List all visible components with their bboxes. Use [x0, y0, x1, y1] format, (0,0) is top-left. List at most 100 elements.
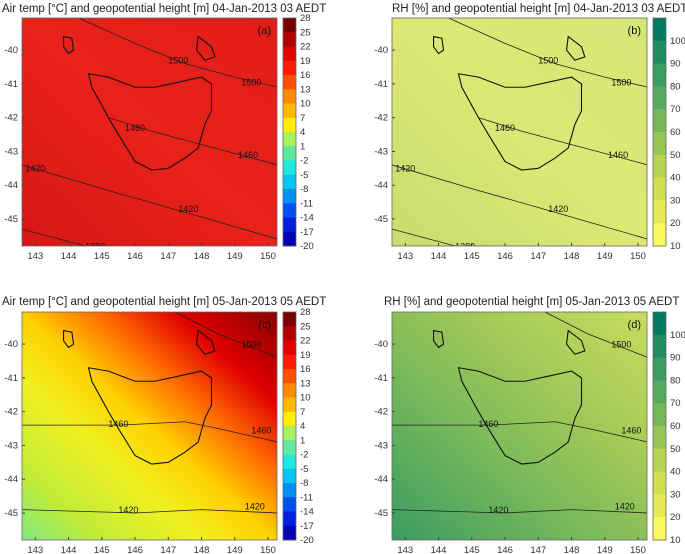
colorbar-segment	[283, 454, 296, 470]
lat-tick-label: -41	[374, 373, 388, 384]
field-fill	[392, 312, 647, 540]
panel-letter: (c)	[258, 319, 271, 331]
lat-tick-label: -44	[374, 180, 388, 191]
colorbar-label: 20	[670, 218, 681, 229]
colorbar-segment	[283, 18, 296, 33]
geopotential-contour	[448, 18, 647, 88]
colorbar-segment	[653, 380, 666, 404]
lat-tick-label: -41	[374, 79, 388, 90]
lon-tick-label: 147	[530, 545, 546, 554]
panel-letter: (d)	[628, 319, 641, 331]
colorbar-label: 100	[670, 36, 685, 47]
colorbar-label: 70	[670, 398, 681, 409]
lat-tick-label: -42	[4, 407, 18, 418]
field-fill	[22, 18, 277, 246]
colorbar-label: 25	[300, 27, 311, 38]
lon-tick-label: 143	[397, 545, 413, 554]
contour-label: 1500	[611, 339, 631, 349]
colorbar-segment	[653, 40, 666, 65]
lat-tick-label: -44	[374, 474, 388, 485]
colorbar-label: 10	[670, 241, 681, 252]
lat-tick-label: -41	[4, 79, 18, 90]
colorbar-segment	[283, 483, 296, 498]
geopotential-contour	[392, 421, 647, 443]
colorbar-label: 70	[670, 104, 681, 115]
colorbar-segment	[283, 354, 296, 370]
flinders-island-coastline	[195, 35, 216, 61]
colorbar-label: 50	[670, 150, 681, 161]
lat-tick-label: -43	[374, 146, 388, 157]
colorbar-segment	[283, 468, 296, 484]
king-island-coastline	[433, 329, 445, 349]
lon-tick-label: 148	[564, 251, 580, 262]
contour-label: 1420	[615, 502, 635, 512]
lat-tick-label: -44	[4, 474, 18, 485]
lon-tick-label: 144	[61, 251, 77, 262]
geopotential-contour	[174, 312, 277, 358]
geopotential-contour	[392, 228, 489, 246]
colorbar-segment	[283, 440, 296, 455]
lon-tick-label: 146	[127, 545, 143, 554]
colorbar-segment	[283, 32, 296, 47]
colorbar-label: 16	[300, 364, 311, 375]
colorbar-segment	[283, 160, 296, 176]
lat-tick-label: -45	[374, 508, 388, 519]
contour-label: 1420	[395, 164, 415, 174]
colorbar-segment	[283, 312, 296, 327]
contour-label: 1420	[488, 505, 508, 515]
colorbar-segment	[283, 189, 296, 204]
colorbar-label: 60	[670, 127, 681, 138]
contour-label: 1500	[611, 78, 631, 88]
panel-title: RH [%] and geopotential height [m] 05-Ja…	[384, 296, 680, 308]
map-panel-a: 1500 1500 1460 1460 1420 1420 1380 (a) 143 144 145…	[4, 17, 278, 262]
colorbar-label: -2	[300, 450, 308, 461]
contour-label: 1460	[251, 426, 271, 436]
contour-label: 1460	[621, 426, 641, 436]
colorbar-label: 80	[670, 375, 681, 386]
colorbar-label: 22	[300, 42, 311, 53]
lon-tick-label: 147	[160, 545, 176, 554]
colorbar-label: -8	[300, 478, 308, 489]
contour-label: 1460	[238, 150, 258, 160]
colorbar-label: 19	[300, 350, 311, 361]
lon-tick-label: 150	[630, 251, 646, 262]
colorbar-segment	[283, 369, 296, 384]
colorbar-label: 22	[300, 336, 311, 347]
tasmania-coastline	[457, 367, 583, 465]
colorbar-segment	[653, 109, 666, 133]
contour-label: 1500	[241, 78, 261, 88]
colorbar-label: 60	[670, 421, 681, 432]
contour-label: 1420	[245, 502, 265, 512]
lat-tick-label: -40	[4, 339, 18, 350]
lon-tick-label: 145	[94, 251, 110, 262]
lon-tick-label: 148	[564, 545, 580, 554]
colorbar-label: 10	[670, 535, 681, 546]
lon-tick-label: 146	[497, 545, 513, 554]
colorbar-segment	[653, 334, 666, 359]
colorbar-label: 13	[300, 378, 311, 389]
colorbar-segment	[283, 426, 296, 441]
colorbar-segment	[283, 174, 296, 190]
colorbar-segment	[283, 525, 296, 541]
contour-label: 1460	[108, 419, 128, 429]
contour-label: 1460	[125, 123, 145, 133]
colorbar-segment	[283, 231, 296, 247]
contour-label: 1420	[548, 204, 568, 214]
lon-tick-label: 148	[194, 251, 210, 262]
lon-tick-label: 150	[630, 545, 646, 554]
lon-tick-label: 143	[27, 545, 43, 554]
colorbar-label: -17	[300, 227, 314, 238]
colorbar-label: 10	[300, 99, 311, 110]
lon-tick-label: 147	[530, 251, 546, 262]
lon-tick-label: 144	[431, 545, 447, 554]
colorbar-segment	[653, 403, 666, 427]
colorbar-segment	[653, 426, 666, 450]
colorbar-label: 40	[670, 173, 681, 184]
colorbar-label: -14	[300, 507, 314, 518]
colorbar-label: 10	[300, 393, 311, 404]
colorbar-segment	[283, 217, 296, 233]
geopotential-contour	[544, 312, 647, 358]
colorbar-label: -5	[300, 464, 308, 475]
colorbar-label: 25	[300, 321, 311, 332]
colorbar-label: 1	[300, 435, 305, 446]
